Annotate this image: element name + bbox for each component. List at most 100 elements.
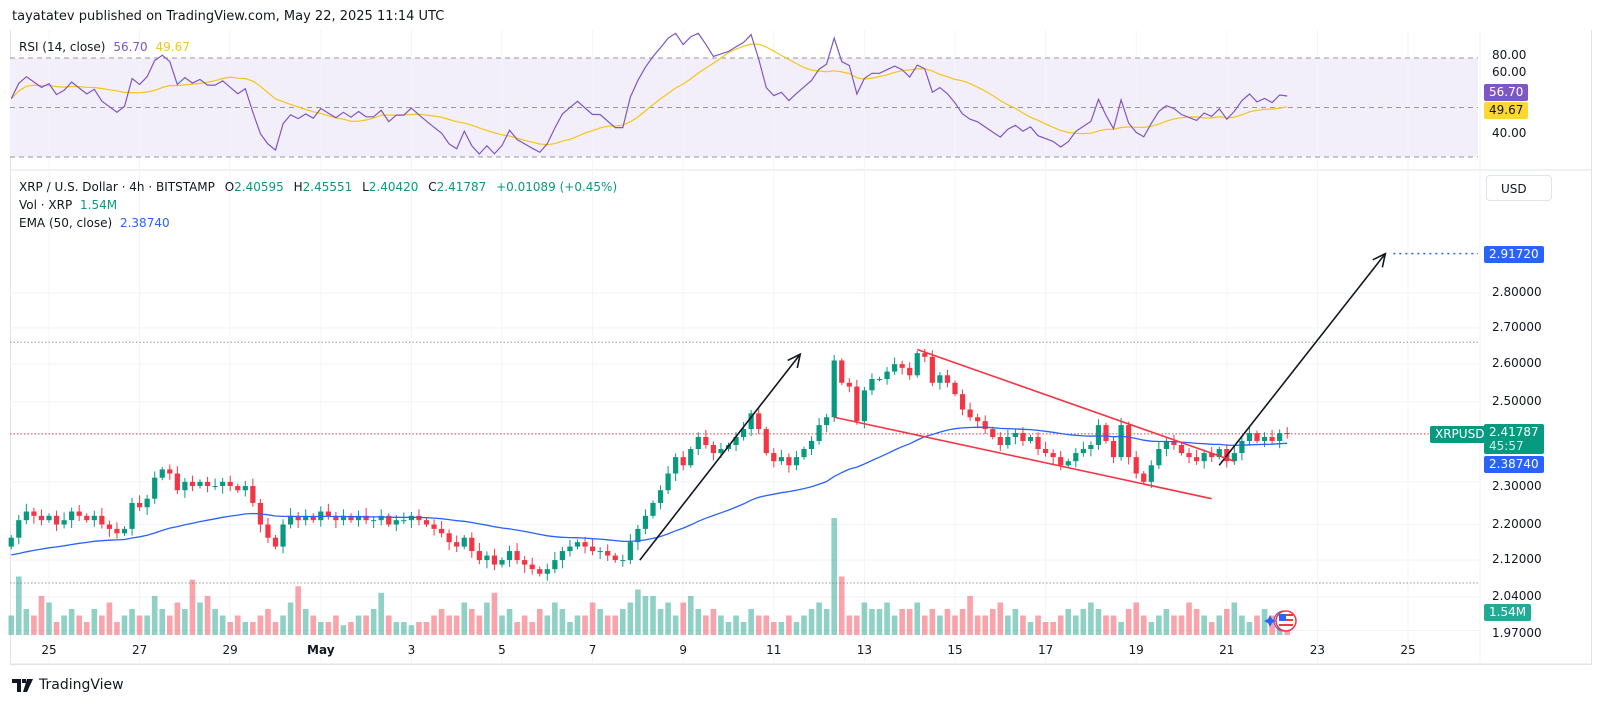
candle-body xyxy=(1148,465,1154,482)
candle-body xyxy=(718,449,724,454)
candle-body xyxy=(431,524,437,529)
volume-bar xyxy=(16,576,22,635)
candle-body xyxy=(635,528,641,543)
candle-body xyxy=(808,440,815,450)
channel-trendline xyxy=(834,416,1212,500)
volume-bar xyxy=(1050,622,1056,635)
volume-bar xyxy=(884,602,890,635)
volume-bar xyxy=(680,602,686,635)
candle-body xyxy=(61,520,67,525)
volume-bar xyxy=(725,622,732,635)
candle-body xyxy=(544,569,550,574)
candle-body xyxy=(439,528,445,534)
volume-bar xyxy=(333,615,339,635)
rsi-ma-badge: 49.67 xyxy=(1484,102,1529,119)
drawings[interactable] xyxy=(639,252,1387,561)
volume-bar xyxy=(1224,609,1230,635)
volume-bar xyxy=(189,579,196,635)
symbol-title: XRP / U.S. Dollar · 4h · BITSTAMP xyxy=(19,180,215,194)
volume-bar xyxy=(151,596,158,635)
tradingview-logo[interactable]: TradingView xyxy=(12,677,124,693)
volume-bar xyxy=(1148,622,1155,635)
volume-bar xyxy=(710,609,717,635)
volume-legend[interactable]: Vol · XRP 1.54M xyxy=(19,198,117,212)
volume-bar xyxy=(1254,615,1260,635)
candle-body xyxy=(1231,453,1237,462)
candle-body xyxy=(657,490,664,503)
candle-body xyxy=(733,436,739,445)
volume-bar xyxy=(212,609,218,635)
candle-body xyxy=(144,498,150,508)
candle-body xyxy=(303,515,309,521)
volume-bar xyxy=(197,602,203,635)
volume-bar xyxy=(695,609,702,635)
volume-bar xyxy=(974,615,981,635)
volume-bar xyxy=(1208,622,1215,635)
volume-bar xyxy=(370,609,377,635)
volume-bar xyxy=(1027,622,1034,635)
volume-bar xyxy=(38,596,45,635)
volume-bar xyxy=(989,609,996,635)
volume-bar xyxy=(861,602,868,635)
volume-bar xyxy=(763,615,770,635)
candle-body xyxy=(771,453,777,462)
volume-bar xyxy=(1012,609,1019,635)
candle-body xyxy=(552,560,558,570)
candle-body xyxy=(861,390,867,422)
candle-body xyxy=(990,429,996,437)
volume-bar xyxy=(31,615,37,635)
close-value: 2.41787 xyxy=(436,180,487,194)
volume-bar xyxy=(23,609,30,635)
candle-body xyxy=(627,542,633,561)
symbol-legend[interactable]: XRP / U.S. Dollar · 4h · BITSTAMP O2.405… xyxy=(19,180,617,194)
candle-body xyxy=(703,436,709,445)
candle-body xyxy=(831,360,837,418)
rsi-legend[interactable]: RSI (14, close) 56.70 49.67 xyxy=(19,40,190,54)
volume-bar xyxy=(423,622,430,635)
candle-body xyxy=(650,502,656,516)
volume-bar xyxy=(1269,615,1275,635)
candle-body xyxy=(189,481,196,487)
ema-legend[interactable]: EMA (50, close) 2.38740 xyxy=(19,216,170,230)
ema-legend-label: EMA (50, close) xyxy=(19,216,113,230)
time-axis-label: 7 xyxy=(588,643,597,657)
candle-body xyxy=(235,486,241,491)
rsi-axis-label: 60.00 xyxy=(1492,65,1527,79)
price-axis-label: 2.70000 xyxy=(1492,319,1542,334)
candle-body xyxy=(801,449,807,458)
volume-bar xyxy=(506,609,513,635)
volume-bar xyxy=(61,615,67,635)
volume-bar xyxy=(733,615,739,635)
candle-body xyxy=(1178,444,1185,454)
volume-bar xyxy=(922,615,928,635)
candle-body xyxy=(597,551,603,553)
candle-body xyxy=(1261,436,1268,441)
candle-body xyxy=(76,511,82,516)
volume-bar xyxy=(68,609,75,635)
low-value: 2.40420 xyxy=(368,180,419,194)
candle-body xyxy=(167,469,173,474)
candle-body xyxy=(491,555,498,565)
candle-body xyxy=(348,515,354,521)
candle-body xyxy=(929,356,935,383)
currency-button[interactable]: USD xyxy=(1486,175,1552,201)
volume-bar xyxy=(982,615,988,635)
volume-bar xyxy=(620,609,626,635)
time-axis-label: 9 xyxy=(679,643,688,657)
volume-bar xyxy=(838,576,845,635)
volume-bar xyxy=(453,615,460,635)
candle-body xyxy=(204,481,211,487)
candle-body xyxy=(476,551,482,561)
volume-bar xyxy=(446,615,452,635)
volume-bar xyxy=(295,586,301,635)
open-value: 2.40595 xyxy=(234,180,284,194)
high-label: H xyxy=(293,180,303,194)
volume-bar xyxy=(816,602,822,635)
candle-body xyxy=(454,542,460,547)
channel-trendline xyxy=(916,348,1235,462)
candle-body xyxy=(997,436,1003,445)
volume-bar xyxy=(823,609,830,635)
volume-bar xyxy=(1020,615,1026,635)
flag-event-icon[interactable] xyxy=(1264,610,1297,632)
